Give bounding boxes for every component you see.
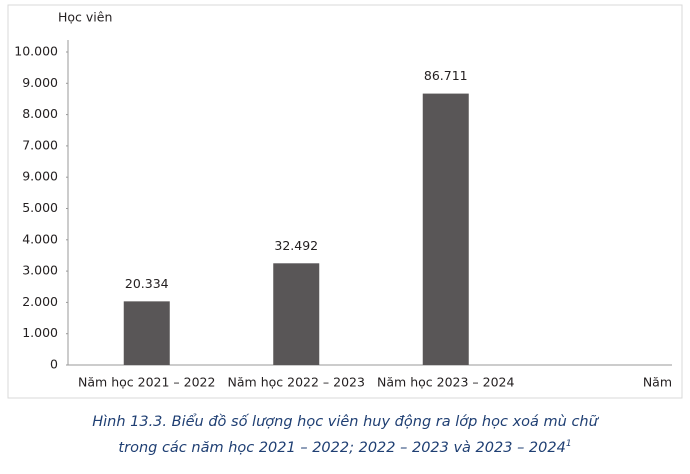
x-tick-label: Năm học 2021 – 2022 — [78, 375, 215, 390]
y-tick-label: 9.000 — [22, 169, 58, 184]
y-tick-label: 3.000 — [22, 263, 58, 278]
bar — [422, 93, 469, 365]
x-tick-label: Năm học 2022 – 2023 — [228, 375, 365, 390]
footnote-mark: 1 — [565, 439, 572, 449]
chart-border — [7, 4, 683, 399]
x-tick-label: Năm học 2023 – 2024 — [377, 375, 514, 390]
value-label: 86.711 — [424, 68, 468, 83]
y-tick-label: 4.000 — [22, 231, 58, 246]
caption: trong các năm học 2021 – 2022; 2022 – 20… — [0, 439, 690, 456]
y-tick-label: 9.000 — [22, 75, 58, 90]
y-tick-label: 1.000 — [22, 325, 58, 340]
y-tick-label: 7.000 — [22, 137, 58, 152]
y-tick-label: 2.000 — [22, 294, 58, 309]
y-tick-label: 0 — [50, 357, 58, 372]
y-tick-label: 5.000 — [22, 200, 58, 215]
y-axis-title: Học viên — [58, 10, 112, 25]
caption-text: trong các năm học 2021 – 2022; 2022 – 20… — [118, 439, 566, 456]
x-axis-title: Năm — [643, 375, 672, 390]
y-tick-label: 8.000 — [22, 106, 58, 121]
value-label: 20.334 — [125, 276, 169, 291]
caption: Hình 13.3. Biểu đồ số lượng học viên huy… — [92, 414, 598, 430]
bar — [123, 301, 170, 365]
bar — [273, 263, 320, 365]
y-tick-label: 10.000 — [14, 44, 58, 59]
chart: Học viên Năm 0 1.000 2.000 3.000 4.000 5.000 9… — [7, 4, 683, 399]
value-label: 32.492 — [274, 238, 318, 253]
